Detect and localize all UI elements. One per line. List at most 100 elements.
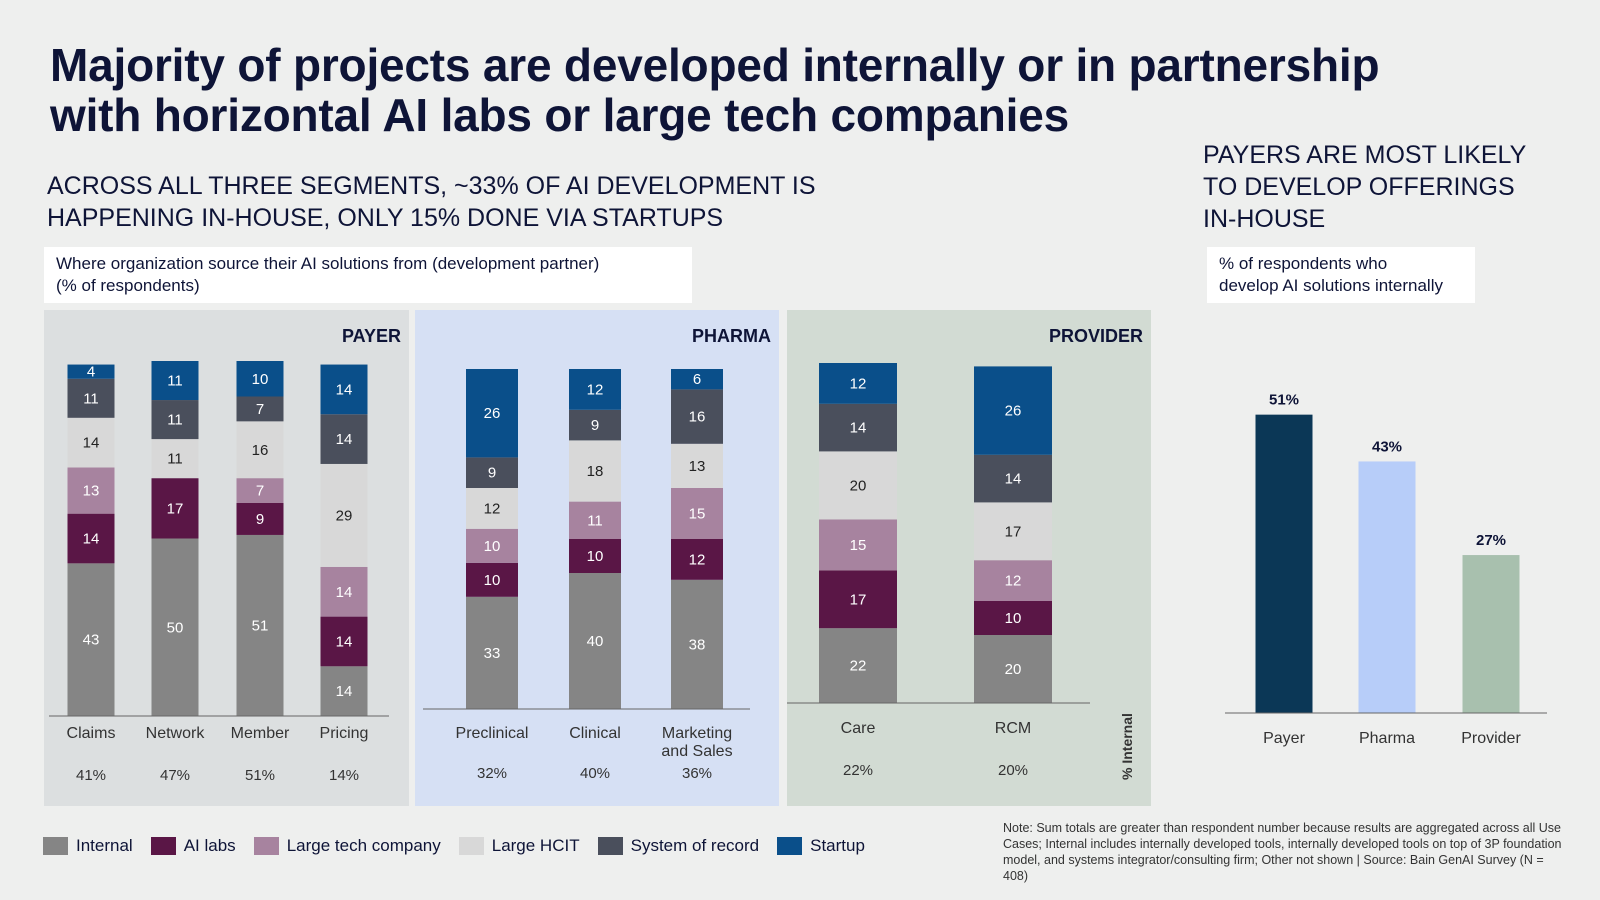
segment-value-label: 14: [83, 435, 100, 452]
bar-payer: [1255, 414, 1313, 713]
segment-value-label: 17: [1005, 523, 1022, 540]
category-label: Pricing: [320, 725, 369, 742]
bar-segment-rcm-large-tech-company: [974, 560, 1052, 601]
bar-value-label: 51%: [1269, 392, 1299, 409]
segment-value-label: 18: [587, 463, 604, 480]
category-label: Provider: [1461, 730, 1521, 747]
segment-value-label: 11: [167, 412, 183, 429]
bar-segment-claims-large-tech-company: [67, 467, 115, 514]
bar-segment-preclinical-large-tech-company: [466, 528, 518, 563]
segment-value-label: 13: [83, 483, 100, 500]
title-line-2: with horizontal AI labs or large tech co…: [50, 89, 1069, 141]
internal-pct-label: 47%: [160, 767, 190, 784]
segment-value-label: 12: [689, 551, 706, 568]
bar-segment-rcm-startup: [974, 366, 1052, 455]
legend-item-large-tech: Large tech company: [253, 836, 441, 856]
segment-value-label: 16: [252, 442, 269, 459]
bar-segment-care-startup: [819, 363, 897, 404]
segment-value-label: 10: [484, 572, 501, 589]
legend: Internal AI labs Large tech company Larg…: [43, 836, 883, 856]
footnote: Note: Sum totals are greater than respon…: [1003, 821, 1562, 883]
segment-value-label: 16: [689, 409, 706, 426]
category-label: Preclinical: [456, 725, 529, 742]
segment-value-label: 12: [1005, 573, 1022, 590]
bar-value-label: 43%: [1372, 438, 1402, 455]
bar-segment-network-ai-labs: [151, 478, 199, 539]
payer-panel: PAYER 43 14 13 14 11 4 Claims 41% 50 17 11 11 11 Netw…: [44, 310, 409, 806]
bar-segment-marketing-and-sales-startup: [671, 369, 723, 390]
left-subtitle-line-2: HAPPENING IN-HOUSE, ONLY 15% DONE VIA ST…: [47, 204, 724, 232]
segment-value-label: 12: [484, 500, 501, 517]
bar-segment-network-system-of-record: [151, 400, 199, 440]
bar-segment-pricing-internal: [320, 666, 368, 716]
pharma-panel: PHARMA 33 10 10 12 9 26 Preclinical 32% 40 10 11 18…: [415, 310, 779, 806]
legend-item-startup: Startup: [777, 836, 865, 856]
category-label: Network: [146, 725, 206, 742]
bar-segment-pricing-large-hcit: [320, 463, 368, 567]
bar-segment-member-ai-labs: [236, 503, 284, 535]
segment-value-label: 15: [850, 537, 867, 554]
category-label: Pharma: [1359, 730, 1415, 747]
segment-value-label: 11: [167, 451, 183, 468]
category-label: RCM: [995, 720, 1031, 737]
right-subtitle: PAYERS ARE MOST LIKELY TO DEVELOP OFFERI…: [1203, 139, 1526, 235]
category-label: Care: [841, 720, 876, 737]
segment-value-label: 26: [484, 405, 501, 422]
title-line-1: Majority of projects are developed inter…: [50, 39, 1380, 91]
bar-segment-pricing-startup: [320, 364, 368, 415]
segment-value-label: 17: [167, 500, 184, 517]
bar-segment-rcm-system-of-record: [974, 454, 1052, 503]
segment-value-label: 22: [850, 658, 867, 675]
bar-segment-pricing-large-tech-company: [320, 566, 368, 617]
bar-segment-marketing-and-sales-large-tech-company: [671, 488, 723, 539]
internal-pct-label: 32%: [477, 765, 507, 782]
bar-segment-care-internal: [819, 628, 897, 703]
segment-value-label: 10: [484, 538, 501, 555]
category-label: Member: [231, 725, 290, 742]
page-title: Majority of projects are developed inter…: [50, 40, 1490, 140]
legend-item-system-of-record: System of record: [597, 836, 759, 856]
category-label: Claims: [67, 725, 116, 742]
segment-value-label: 9: [256, 511, 264, 528]
segment-value-label: 14: [1005, 471, 1022, 488]
bar-segment-network-startup: [151, 361, 199, 401]
pharma-stacked-chart: 33 10 10 12 9 26 Preclinical 32% 40 10 11 18 9 12 Clin…: [423, 369, 750, 782]
right-subtitle-line-3: IN-HOUSE: [1203, 205, 1326, 233]
segment-value-label: 14: [336, 381, 353, 398]
panel-label-pharma: PHARMA: [692, 326, 771, 346]
segment-value-label: 9: [591, 417, 599, 434]
legend-label-internal: Internal: [76, 836, 133, 855]
legend-label-startup: Startup: [810, 836, 865, 855]
category-label: and Sales: [661, 743, 732, 760]
bar-segment-clinical-large-hcit: [569, 440, 621, 502]
bar-segment-marketing-and-sales-large-hcit: [671, 443, 723, 488]
segment-value-label: 11: [167, 373, 183, 390]
bar-segment-claims-startup: [67, 364, 115, 379]
panel-label-provider: PROVIDER: [1048, 326, 1143, 346]
right-caption-line-1: % of respondents who: [1219, 254, 1388, 273]
segment-value-label: 9: [488, 465, 496, 482]
legend-swatch-startup: [777, 837, 803, 855]
bar-segment-care-ai-labs: [819, 570, 897, 629]
payer-stacked-chart: 43 14 13 14 11 4 Claims 41% 50 17 11 11 11 Network 47%…: [49, 361, 389, 784]
segment-value-label: 43: [83, 632, 100, 649]
internal-pct-label: 51%: [245, 767, 275, 784]
bar-segment-claims-ai-labs: [67, 513, 115, 564]
bar-segment-marketing-and-sales-system-of-record: [671, 389, 723, 444]
bar-segment-preclinical-internal: [466, 596, 518, 709]
panel-label-payer: PAYER: [341, 326, 401, 346]
category-label: Payer: [1263, 730, 1305, 747]
bar-segment-clinical-internal: [569, 573, 621, 709]
provider-stacked-chart: 22 17 15 20 14 12 Care 22% 20 10 12 17 14 26 RCM 20% % I…: [787, 363, 1135, 780]
internal-pct-label: 36%: [682, 765, 712, 782]
bar-segment-rcm-internal: [974, 635, 1052, 703]
segment-value-label: 26: [1005, 403, 1022, 420]
segment-value-label: 7: [256, 401, 264, 418]
right-subtitle-line-1: PAYERS ARE MOST LIKELY: [1203, 141, 1527, 169]
category-label: Clinical: [569, 725, 621, 742]
segment-value-label: 17: [850, 591, 867, 608]
segment-value-label: 14: [336, 633, 353, 650]
bar-segment-clinical-startup: [569, 369, 621, 410]
segment-value-label: 20: [1005, 661, 1022, 678]
bar-pharma: [1358, 461, 1416, 713]
